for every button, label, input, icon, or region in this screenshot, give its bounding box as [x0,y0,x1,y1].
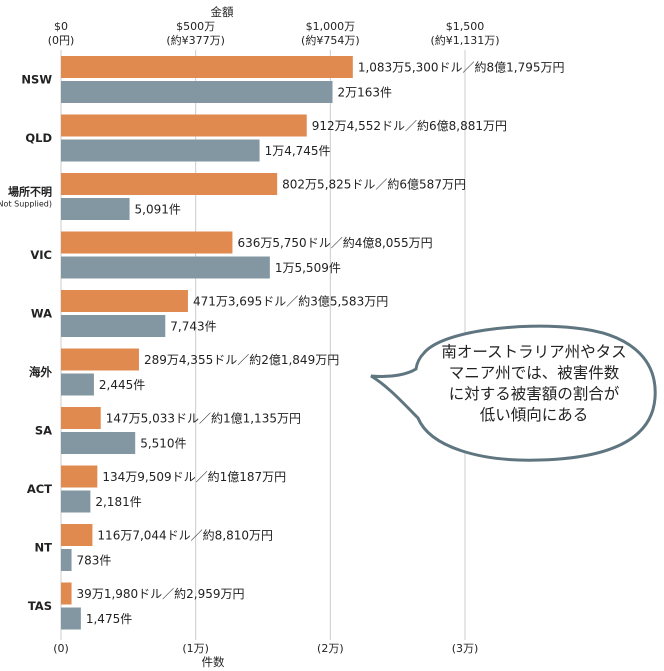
amount-tick-sublabel: (約¥754万) [301,33,360,47]
amount-bar [61,407,101,429]
amount-value-label: 802万5,825ドル／約6億587万円 [282,177,466,192]
bars: 1,083万5,300ドル／約8億1,795万円 2万163件 912万4,552ド… [61,56,565,630]
category-label: ACT [27,482,52,496]
amount-value-label: 134万9,509ドル／約1億187万円 [102,469,286,484]
count-bar [61,81,333,103]
amount-bar [61,290,188,312]
count-bar [61,256,270,279]
amount-tick-sublabel: (約¥1,131万) [430,33,499,47]
count-value-label: 7,743件 [170,320,216,334]
category-sublabel: (Not Supplied) [0,200,52,209]
count-axis-title: 件数 [202,655,225,669]
axis-labels: 金額 件数 $0(0円) $500万(約¥377万) $1,000万(約¥754万)… [0,5,500,669]
amount-bar [61,348,139,371]
amount-tick-label: $1,500 [446,20,485,33]
count-value-label: 5,510件 [140,437,186,451]
category-label: VIC [30,248,52,262]
amount-bar [61,582,72,605]
amount-bar [61,524,93,546]
callout-line-2: マニア州では、被害件数 [448,364,620,382]
amount-tick-label: $0 [54,20,68,33]
count-value-label: 2万163件 [338,86,393,100]
count-tick-label: (0) [53,642,69,655]
count-value-label: 783件 [77,554,112,568]
callout-line-1: 南オーストラリア州やタス [441,343,627,361]
amount-tick-label: $500万 [176,20,215,33]
count-tick-label: (2万) [317,642,344,655]
category-label: 海外 [29,365,52,379]
category-label: QLD [25,131,52,145]
count-bar [61,373,94,396]
category-label: TAS [28,599,52,613]
count-value-label: 2,181件 [95,495,141,509]
count-bar [61,139,260,162]
amount-value-label: 1,083万5,300ドル／約8億1,795万円 [358,60,565,75]
count-value-label: 2,445件 [99,378,145,392]
count-bar [61,549,72,571]
amount-value-label: 912万4,552ドル／約6億8,881万円 [312,118,507,133]
count-bar [61,607,81,630]
amount-bar [61,465,98,488]
amount-value-label: 116万7,044ドル／約8,810万円 [97,528,273,543]
gridlines [60,50,466,640]
callout-bubble [370,324,657,462]
count-bar [61,315,166,337]
category-label: SA [35,424,52,438]
count-tick-label: (1万) [182,642,209,655]
count-bar [61,490,91,513]
count-value-label: 1万4,745件 [265,144,331,158]
amount-bar [61,173,278,195]
category-label: WA [31,307,52,321]
amount-tick-label: $1,000万 [306,20,356,33]
callout-text: 南オーストラリア州やタス マニア州では、被害件数 に対する被害額の割合が 低い傾… [418,342,650,426]
callout-line-4: 低い傾向にある [479,406,589,424]
count-value-label: 1,475件 [86,612,132,626]
count-bar [61,432,136,454]
amount-value-label: 636万5,750ドル／約4億8,055万円 [237,235,432,250]
amount-value-label: 39万1,980ドル／約2,959万円 [77,586,245,601]
amount-value-label: 471万3,695ドル／約3億5,583万円 [193,294,388,309]
callout-line-3: に対する被害額の割合が [448,385,620,403]
amount-value-label: 289万4,355ドル／約2億1,849万円 [144,352,339,367]
category-label: 場所不明 [8,185,52,199]
amount-bar [61,56,353,78]
count-bar [61,198,130,220]
count-tick-label: (3万) [452,642,479,655]
amount-axis-title: 金額 [211,5,234,19]
amount-value-label: 147万5,033ドル／約1億1,135万円 [106,411,301,426]
amount-tick-sublabel: (0円) [48,34,75,47]
amount-bar [61,231,233,254]
speech-bubble [370,324,657,462]
category-label: NT [35,541,53,555]
count-value-label: 1万5,509件 [275,261,341,275]
count-value-label: 5,091件 [135,203,181,217]
amount-tick-sublabel: (約¥377万) [166,33,225,47]
amount-bar [61,114,307,137]
category-label: NSW [21,73,52,87]
